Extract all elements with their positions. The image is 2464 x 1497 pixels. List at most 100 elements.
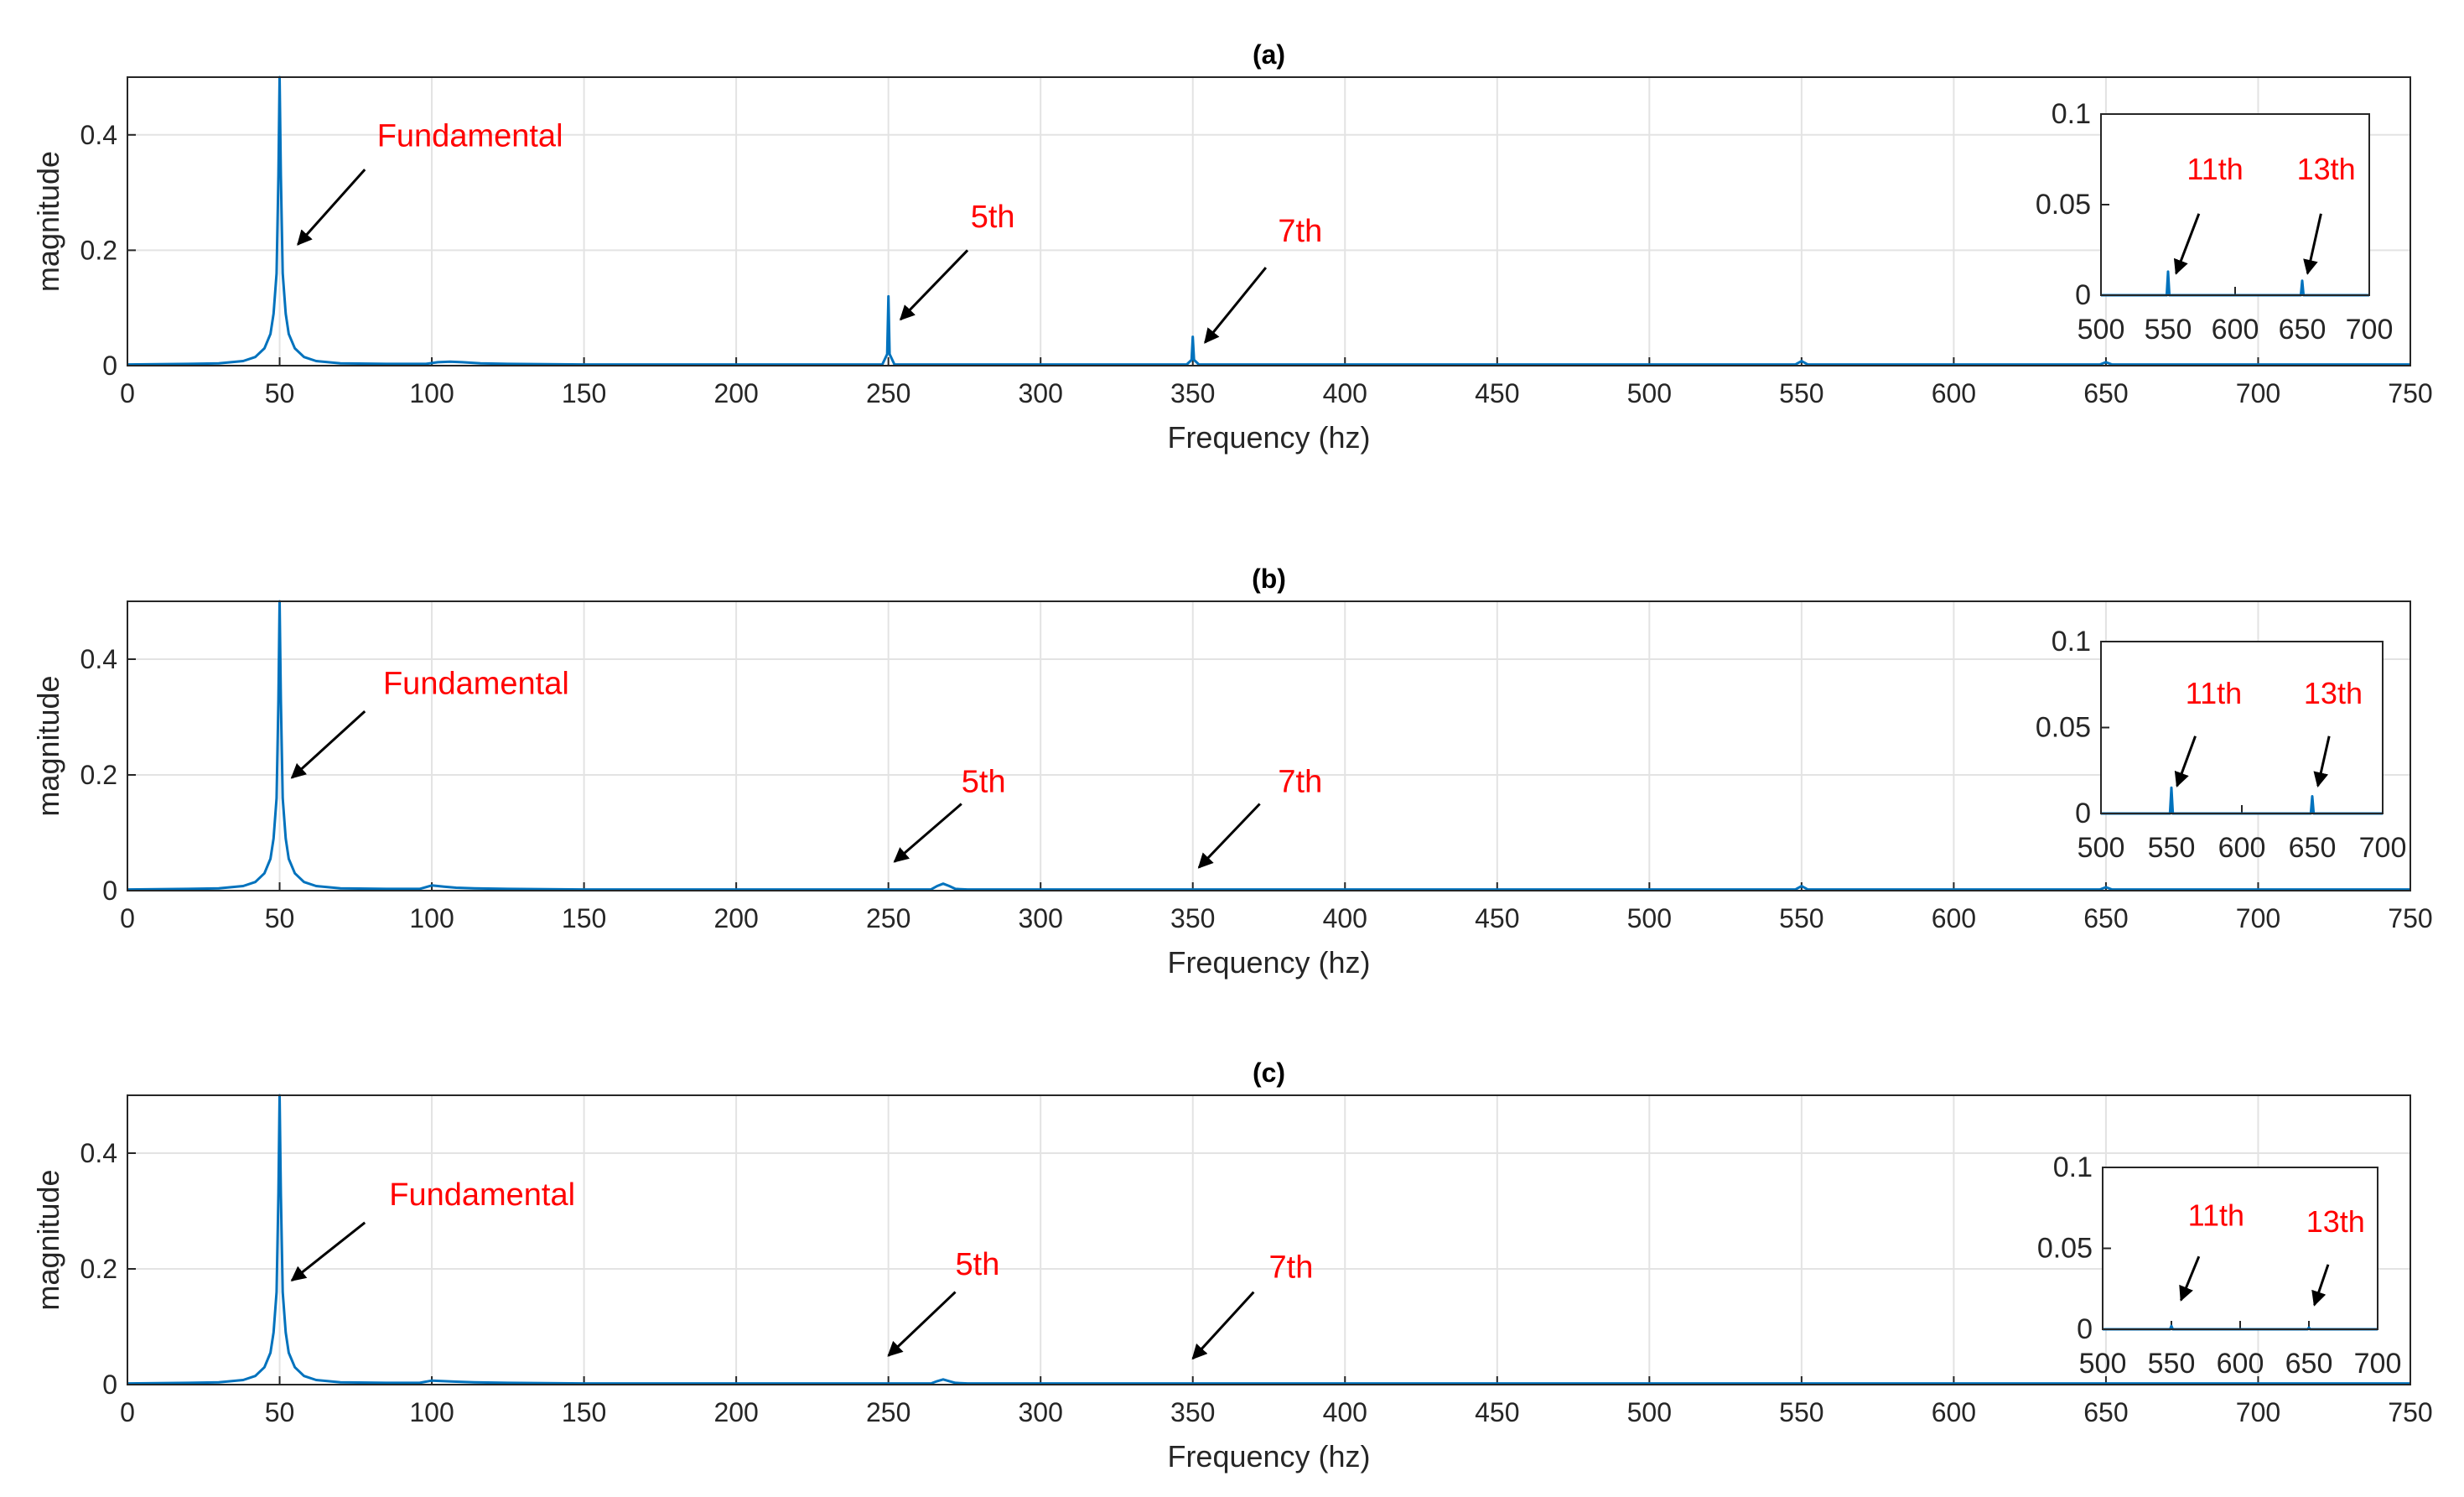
panel-b-x-tick-label-5: 250: [866, 903, 910, 933]
panel-a-x-tick-label-12: 600: [1932, 378, 1976, 408]
panel-b-inset-x-tick-label-0: 500: [2078, 832, 2125, 864]
panel-a: 0 50 100 150 200 250 300 350 400 450 500 550 600 650 7…: [31, 39, 2433, 455]
panel-c-x-tick-label-1: 50: [265, 1397, 295, 1427]
panel-a-annotation-arrow-2: [1204, 267, 1268, 344]
panel-a-inset-annotation-label-0: 11th: [2186, 152, 2243, 186]
panel-a-x-tick-label-6: 300: [1019, 378, 1063, 408]
panel-b-inset-x-tick-label-1: 550: [2148, 832, 2196, 864]
panel-b-y-tick-label-1: 0.2: [80, 760, 117, 790]
panel-a-inset: 500 550 600 650 700 0 0.05 0.1 11th 13th: [2036, 98, 2394, 346]
panel-c-annotation-arrow-1: [887, 1291, 957, 1357]
panel-a-annotation-label-2: 7th: [1278, 214, 1322, 249]
panel-c-x-tick-label-9: 450: [1475, 1397, 1519, 1427]
panel-a-axes-frame: [127, 76, 2411, 366]
panel-b-inset-y-tick-label-0: 0: [2075, 798, 2091, 829]
panel-c-x-tick-label-14: 700: [2236, 1397, 2280, 1427]
panel-c-inset-x-tick-label-1: 550: [2148, 1348, 2196, 1380]
panel-b-annotation-arrow-1: [893, 803, 962, 863]
panel-c-x-tick-label-7: 350: [1170, 1397, 1215, 1427]
panel-a-inset-annotation-label-1: 13th: [2297, 152, 2356, 186]
panel-b-x-tick-label-8: 400: [1323, 903, 1367, 933]
panel-a-inset-x-tick-label-4: 700: [2346, 314, 2394, 346]
panel-a-x-tick-label-2: 100: [409, 378, 454, 408]
panel-b-x-tick-label-3: 150: [562, 903, 606, 933]
panel-c-x-tick-label-0: 0: [120, 1397, 135, 1427]
panel-b-inset: 500 550 600 650 700 0 0.05 0.1 11th 13th: [2036, 626, 2407, 864]
panel-a-annotation-arrow-1: [899, 249, 969, 321]
panel-a-inset-annotation-arrow-0: [2173, 213, 2201, 275]
panel-c-title: (c): [1253, 1058, 1285, 1088]
panel-a-inset-y-tick-label-1: 0.05: [2036, 189, 2091, 221]
panel-a-x-tick-label-4: 200: [713, 378, 758, 408]
panel-c-x-tick-label-8: 400: [1323, 1397, 1367, 1427]
panel-b-x-tick-label-12: 600: [1932, 903, 1976, 933]
panel-b-annotation-label-1: 5th: [962, 765, 1006, 800]
panel-b-x-tick-label-6: 300: [1019, 903, 1063, 933]
panel-c-inset-annotation-label-0: 11th: [2188, 1198, 2244, 1232]
panel-c-x-axis-label: Frequency (hz): [1167, 1439, 1370, 1474]
panel-a-inset-plot-area: [2101, 114, 2369, 295]
panel-c-x-tick-label-5: 250: [866, 1397, 910, 1427]
panel-c-annotation-arrow-2: [1191, 1291, 1255, 1360]
panel-a-inset-x-tick-label-3: 650: [2279, 314, 2327, 346]
panel-b-inset-annotation-label-1: 13th: [2304, 676, 2363, 710]
panel-a-y-axis-label: magnitude: [31, 151, 65, 292]
panel-a-x-tick-label-0: 0: [120, 378, 135, 408]
panel-a-y-tick-label-0: 0: [102, 351, 117, 381]
panel-a-inset-y-tick-label-0: 0: [2075, 279, 2091, 311]
panel-c-annotation-label-2: 7th: [1269, 1250, 1314, 1285]
panel-c-annotation-label-0: Fundamental: [389, 1177, 575, 1213]
panel-c-inset: 500 550 600 650 700 0 0.05 0.1 11th 13th: [2037, 1151, 2402, 1380]
panel-c-annotation-arrow-0: [290, 1221, 366, 1281]
panel-a-inset-x-tick-label-0: 500: [2078, 314, 2125, 346]
panel-a-plot-area: [127, 77, 2410, 366]
panel-c-x-tick-label-11: 550: [1779, 1397, 1823, 1427]
panel-b-annotation-label-0: Fundamental: [383, 666, 569, 701]
panel-b-x-tick-label-14: 700: [2236, 903, 2280, 933]
panel-a-y-tick-label-1: 0.2: [80, 235, 117, 265]
panel-b-x-tick-label-11: 550: [1779, 903, 1823, 933]
panel-c-y-tick-label-2: 0.4: [80, 1138, 117, 1168]
panel-c-inset-axes-frame: [2102, 1167, 2378, 1330]
panel-a-title: (a): [1253, 39, 1285, 70]
panel-c-inset-x-tick-label-2: 600: [2217, 1348, 2264, 1380]
panel-a-x-tick-label-3: 150: [562, 378, 606, 408]
panel-c-x-tick-label-6: 300: [1019, 1397, 1063, 1427]
panel-b-x-axis-label: Frequency (hz): [1167, 945, 1370, 980]
panel-a-inset-y-tick-label-2: 0.1: [2052, 98, 2091, 130]
panel-a-annotation-label-1: 5th: [971, 200, 1015, 235]
panel-c-inset-y-tick-label-0: 0: [2077, 1313, 2093, 1345]
panel-a-x-tick-label-7: 350: [1170, 378, 1215, 408]
panel-b-x-tick-label-9: 450: [1475, 903, 1519, 933]
panel-b-annotation-arrow-2: [1197, 803, 1261, 869]
panel-c-annotation-label-1: 5th: [956, 1247, 1000, 1282]
panel-a-annotation-arrow-0: [297, 169, 366, 246]
panel-a-x-tick-label-15: 750: [2388, 378, 2432, 408]
panel-b-inset-x-tick-label-3: 650: [2289, 832, 2337, 864]
panel-a-inset-axes-frame: [2100, 113, 2370, 296]
panel-b-inset-y-tick-label-1: 0.05: [2036, 712, 2091, 744]
panel-c-axes-frame: [127, 1094, 2411, 1385]
panel-b-annotation-label-2: 7th: [1278, 765, 1322, 800]
panel-c-inset-annotation-arrow-0: [2179, 1255, 2201, 1302]
panel-b-inset-axes-frame: [2100, 641, 2384, 814]
panel-c-inset-x-tick-label-0: 500: [2079, 1348, 2127, 1380]
panel-b-axes-frame: [127, 600, 2411, 891]
panel-c-x-tick-label-2: 100: [409, 1397, 454, 1427]
panel-a-x-tick-label-5: 250: [866, 378, 910, 408]
panel-b-x-tick-label-13: 650: [2083, 903, 2128, 933]
panel-b: 0 50 100 150 200 250 300 350 400 450 500 550 600 650 7…: [31, 564, 2433, 980]
panel-c-x-tick-label-13: 650: [2083, 1397, 2128, 1427]
panel-b-title: (b): [1252, 564, 1286, 594]
panel-a-series-line-0: [127, 75, 2410, 366]
panel-a-x-tick-label-13: 650: [2083, 378, 2128, 408]
panel-c: 0 50 100 150 200 250 300 350 400 450 500 550 600 650 7…: [31, 1058, 2433, 1474]
panel-a-x-tick-label-10: 500: [1627, 378, 1672, 408]
panel-b-annotation-arrow-0: [290, 710, 366, 779]
panel-c-x-tick-label-4: 200: [713, 1397, 758, 1427]
panel-a-inset-x-tick-label-1: 550: [2145, 314, 2192, 346]
panel-c-series-line-0: [127, 1094, 2410, 1385]
panel-b-inset-y-tick-label-2: 0.1: [2052, 626, 2091, 658]
panel-b-x-tick-label-4: 200: [713, 903, 758, 933]
